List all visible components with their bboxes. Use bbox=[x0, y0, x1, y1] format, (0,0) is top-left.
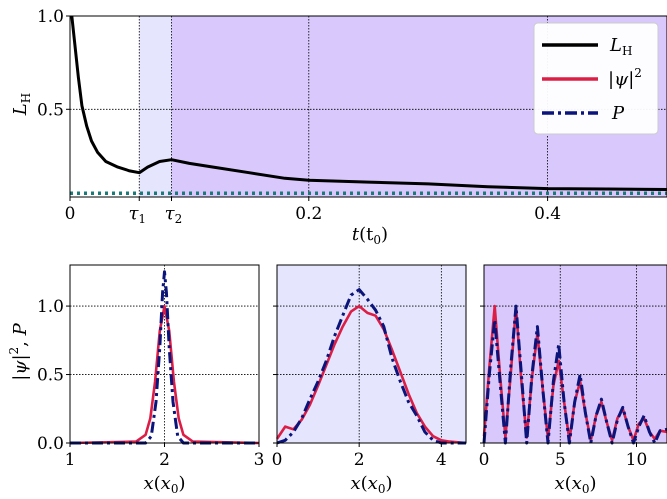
panel-x-axis-label: x(x0) bbox=[554, 473, 596, 496]
panel-x-tick-label: 5 bbox=[555, 450, 566, 470]
series-p bbox=[276, 288, 466, 445]
bottom-panel-3: 0 5 10 x(x0) bbox=[479, 264, 667, 496]
panel-x-axis-label: x(x0) bbox=[350, 473, 392, 496]
panel-y-tick-label: 1.0 bbox=[37, 297, 64, 317]
top-panel: 0 0.2 0.4 0.5 1.0 τ1 τ2 t(t0) LH LH |ψ|2 P bbox=[10, 7, 667, 247]
top-x-axis-label: t(t0) bbox=[352, 224, 388, 247]
top-x-tick-label: 0.4 bbox=[534, 204, 561, 224]
panel-frame bbox=[483, 264, 667, 444]
panel-x-tick-label: 2 bbox=[159, 450, 170, 470]
panel-y-tick-label: 0.0 bbox=[37, 434, 64, 454]
top-axes-frame bbox=[69, 15, 667, 198]
series-p bbox=[482, 304, 667, 445]
bottom-panel-2: 0 2 4 x(x0) bbox=[272, 264, 467, 496]
top-x-ticks: 0 0.2 0.4 bbox=[65, 197, 561, 224]
panel-x-axis-label: x(x0) bbox=[143, 473, 185, 496]
series-lh bbox=[70, 15, 667, 191]
top-y-tick-label: 0.5 bbox=[37, 100, 64, 120]
top-y-tick-label: 1.0 bbox=[37, 7, 64, 27]
panel-x-tick-label: 0 bbox=[272, 450, 283, 470]
top-y-ticks: 0.5 1.0 bbox=[37, 7, 70, 120]
panel-x-tick-label: 1 bbox=[65, 450, 76, 470]
panel-x-tick-label: 2 bbox=[354, 450, 365, 470]
top-y-axis-label: LH bbox=[10, 93, 33, 116]
legend-label-p: P bbox=[611, 103, 625, 124]
legend: LH |ψ|2 P bbox=[533, 22, 659, 135]
series-psi bbox=[69, 304, 260, 445]
region-tau1-tau2 bbox=[139, 16, 172, 197]
panel-shade bbox=[277, 265, 466, 443]
panel-x-tick-label: 3 bbox=[254, 450, 265, 470]
panel-y-tick-label: 0.5 bbox=[37, 366, 64, 386]
panel-frame bbox=[276, 264, 467, 444]
bottom-panel-1: 1 2 3 0.0 0.5 1.0 x(x0) bbox=[37, 264, 265, 496]
panel-x-tick-label: 4 bbox=[436, 450, 447, 470]
panel-x-tick-label: 0 bbox=[479, 450, 490, 470]
bottom-panels: 1 2 3 0.0 0.5 1.0 x(x0) 0 2 4 x(x0) 0 5 10 x(x0) bbox=[37, 264, 667, 496]
top-x-tick-label: 0 bbox=[65, 204, 76, 224]
top-x-tick-label: 0.2 bbox=[295, 204, 322, 224]
series-psi bbox=[275, 304, 467, 445]
tau2-tick-label: τ2 bbox=[165, 203, 183, 226]
tau1-tick-label: τ1 bbox=[128, 203, 146, 226]
bottom-y-axis-label: |ψ|2, P bbox=[7, 322, 31, 380]
series-p bbox=[70, 270, 259, 445]
panel-x-tick-label: 10 bbox=[626, 450, 648, 470]
